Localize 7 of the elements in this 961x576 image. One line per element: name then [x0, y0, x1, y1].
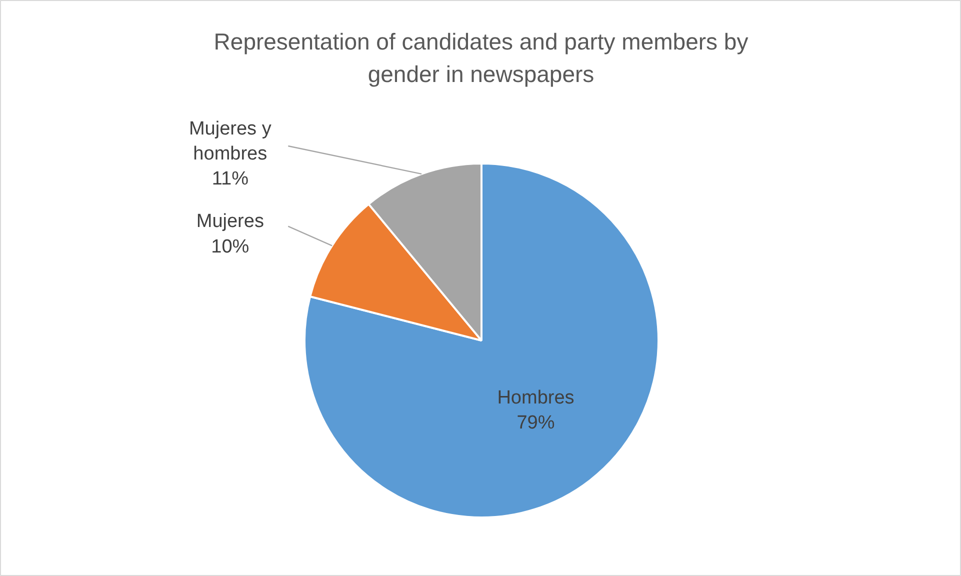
data-label: 11%	[212, 168, 249, 190]
data-label: 10%	[211, 236, 250, 258]
slice-label: Hombres	[497, 387, 574, 408]
chart-title: Representation of candidates and party members by gender in newspapers	[214, 28, 749, 87]
slice-label: Mujeres	[196, 211, 264, 232]
data-label: 79%	[516, 412, 555, 434]
slice-label: Mujeres y hombres	[188, 118, 272, 164]
